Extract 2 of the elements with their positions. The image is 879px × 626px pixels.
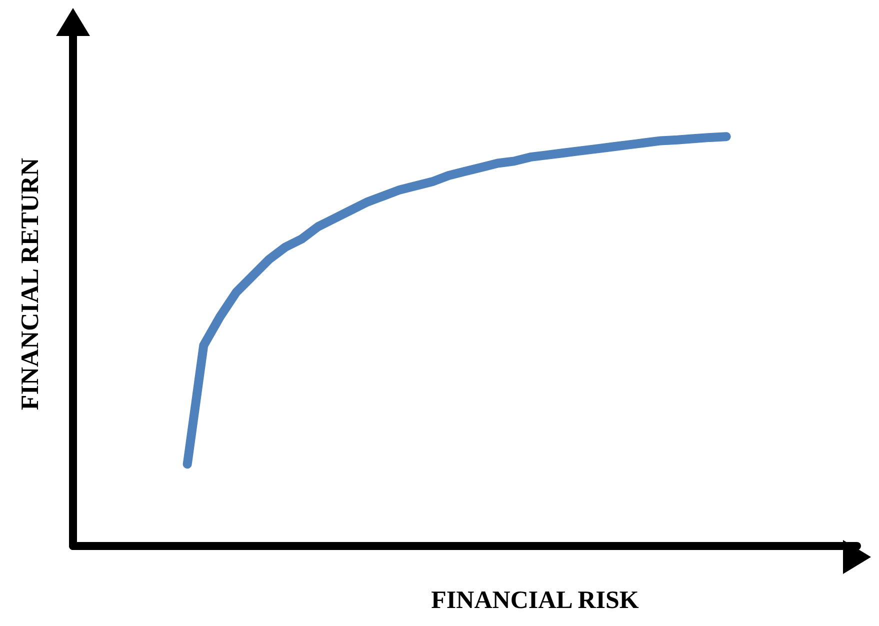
y-axis-title: FINANCIAL RETURN bbox=[17, 158, 44, 410]
x-axis-title: FINANCIAL RISK bbox=[431, 587, 640, 614]
